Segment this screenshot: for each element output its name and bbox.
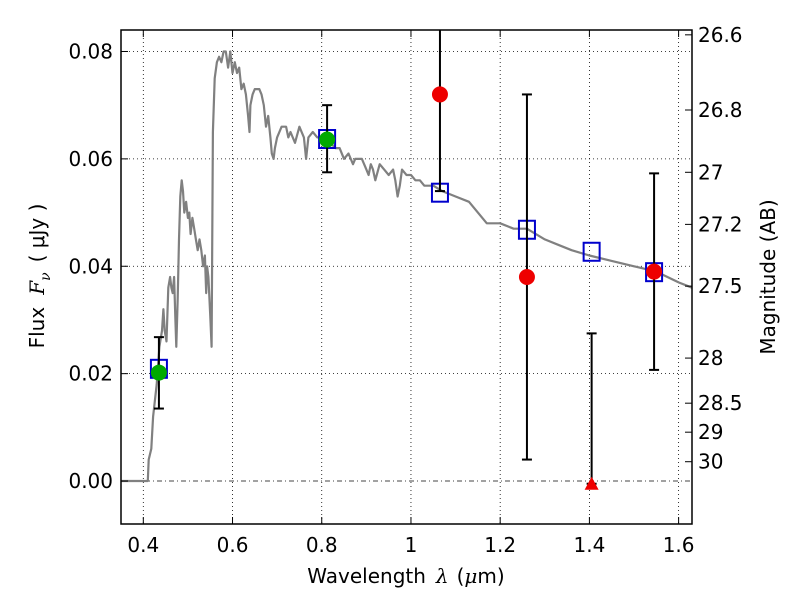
y-axis-label: Flux Fν ( μJy ) xyxy=(25,204,54,349)
x-axis-label-prefix: Wavelength xyxy=(307,564,426,588)
magnitude-tick-label: 29 xyxy=(698,420,723,444)
x-axis-label: Wavelength λ (μm) xyxy=(307,564,504,588)
x-axis-label-unit-open: ( xyxy=(457,564,465,588)
upper-limit-marker xyxy=(584,476,599,490)
x-tick-label: 0.4 xyxy=(127,533,159,557)
y-tick-label: 0.02 xyxy=(68,362,113,386)
magnitude-tick-label: 27 xyxy=(698,160,723,184)
series-observed-green- xyxy=(150,104,336,410)
data-point xyxy=(646,263,663,280)
magnitude-tick-label: 27.5 xyxy=(698,274,743,298)
magnitude-tick-label: 27.2 xyxy=(698,212,743,236)
magnitude-tick-label: 28.5 xyxy=(698,391,743,415)
x-tick-label: 1 xyxy=(405,533,418,557)
magnitude-tick-label: 28 xyxy=(698,346,723,370)
x-tick-label: 1.6 xyxy=(663,533,695,557)
series-layer xyxy=(121,30,693,490)
x-axis-label-unit-rest: m) xyxy=(477,564,504,588)
ticks: 0.4 0.6 0.8 1 1.2 1.4 1.6 0.00 0.02 0.04 0.06 0.08 2… xyxy=(68,23,742,557)
x-tick-label: 0.8 xyxy=(306,533,338,557)
magnitude-tick-label: 30 xyxy=(698,450,723,474)
y-tick-label: 0.04 xyxy=(68,254,113,278)
x-tick-label: 1.4 xyxy=(573,533,605,557)
series-upper-limit xyxy=(584,332,599,490)
plot-frame xyxy=(120,29,693,525)
y-tick-label: 0.00 xyxy=(68,469,113,493)
x-axis-label-unit-mu: μ xyxy=(464,564,477,588)
series-observed-red- xyxy=(431,30,663,461)
magnitude-tick-label: 26.8 xyxy=(698,98,743,122)
y-axis-label-symbol: F xyxy=(25,280,49,296)
y-axis-label-unit: ( μJy ) xyxy=(25,204,49,263)
data-point xyxy=(150,364,167,381)
series-template-sed xyxy=(121,50,693,483)
y-tick-label: 0.06 xyxy=(68,147,113,171)
y-axis-label-prefix: Flux xyxy=(25,307,49,349)
x-tick-label: 0.6 xyxy=(217,533,249,557)
y-tick-label: 0.08 xyxy=(68,39,113,63)
data-point xyxy=(319,131,336,148)
data-point xyxy=(431,86,448,103)
x-axis-label-symbol: λ xyxy=(435,564,449,588)
y-axis-label-subscript: ν xyxy=(38,272,54,281)
sed-line xyxy=(121,50,693,483)
model-square xyxy=(582,241,601,262)
x-tick-label: 1.2 xyxy=(484,533,516,557)
magnitude-axis-label: Magnitude (AB) xyxy=(756,199,780,354)
data-point xyxy=(518,269,535,285)
magnitude-tick-label: 26.6 xyxy=(698,23,743,47)
